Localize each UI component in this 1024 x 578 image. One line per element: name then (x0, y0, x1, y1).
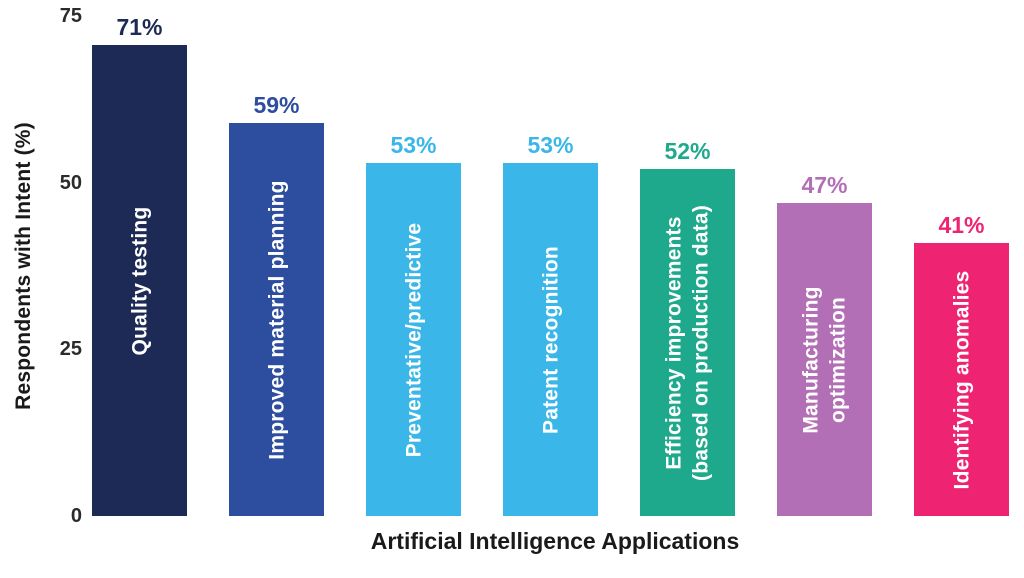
bar: Identifying anomalies (914, 243, 1009, 516)
bar-group: 52% Efficiency improvements (based on pro… (640, 16, 735, 516)
bar-category-label: Efficiency improvements (based on produc… (662, 204, 713, 481)
bar-value-label: 53% (390, 132, 437, 158)
bar-value-label: 52% (664, 138, 711, 164)
bar-group: 41% Identifying anomalies (914, 16, 1009, 516)
bar-category-label: Manufacturing optimization (799, 285, 850, 434)
bar: Quality testing (92, 45, 187, 516)
y-tick-label: 75 (59, 5, 82, 27)
bar-value-label: 41% (938, 212, 985, 238)
bar-value-label: 71% (116, 14, 163, 40)
bar: Preventative/predictive (366, 163, 461, 516)
bar-category-label: Improved material planning (264, 179, 288, 460)
bar-group: 47% Manufacturing optimization (777, 16, 872, 516)
bar-value-label: 59% (253, 92, 300, 118)
y-axis-title: Respondents with Intent (%) (12, 122, 36, 410)
bar: Manufacturing optimization (777, 203, 872, 516)
y-axis-title-container: Respondents with Intent (%) (0, 16, 48, 516)
chart-main: Respondents with Intent (%) 0 25 50 75 71% Q… (0, 6, 1024, 526)
bar-group: 53% Preventative/predictive (366, 16, 461, 516)
y-tick-label: 25 (59, 338, 82, 361)
bar-group: 53% Patent recognition (503, 16, 598, 516)
bar-category-label: Preventative/predictive (401, 222, 425, 457)
y-axis-ticks: 0 25 50 75 (48, 6, 92, 526)
plot-area: 71% Quality testing 59% Improved material p… (92, 16, 1023, 516)
bar-group: 71% Quality testing (92, 16, 187, 516)
bar-category-label: Identifying anomalies (949, 270, 973, 489)
y-tick-label: 0 (70, 505, 82, 527)
bar-category-label: Patent recognition (538, 245, 562, 434)
bar-value-label: 53% (527, 132, 574, 158)
bar: Patent recognition (503, 163, 598, 516)
bar: Improved material planning (229, 123, 324, 516)
bar: Efficiency improvements (based on produc… (640, 169, 735, 516)
y-tick-label: 50 (59, 171, 82, 194)
x-axis-title: Artificial Intelligence Applications (370, 528, 740, 554)
bar-value-label: 47% (801, 172, 848, 198)
bar-category-label: Quality testing (127, 206, 151, 355)
bar-group: 59% Improved material planning (229, 16, 324, 516)
